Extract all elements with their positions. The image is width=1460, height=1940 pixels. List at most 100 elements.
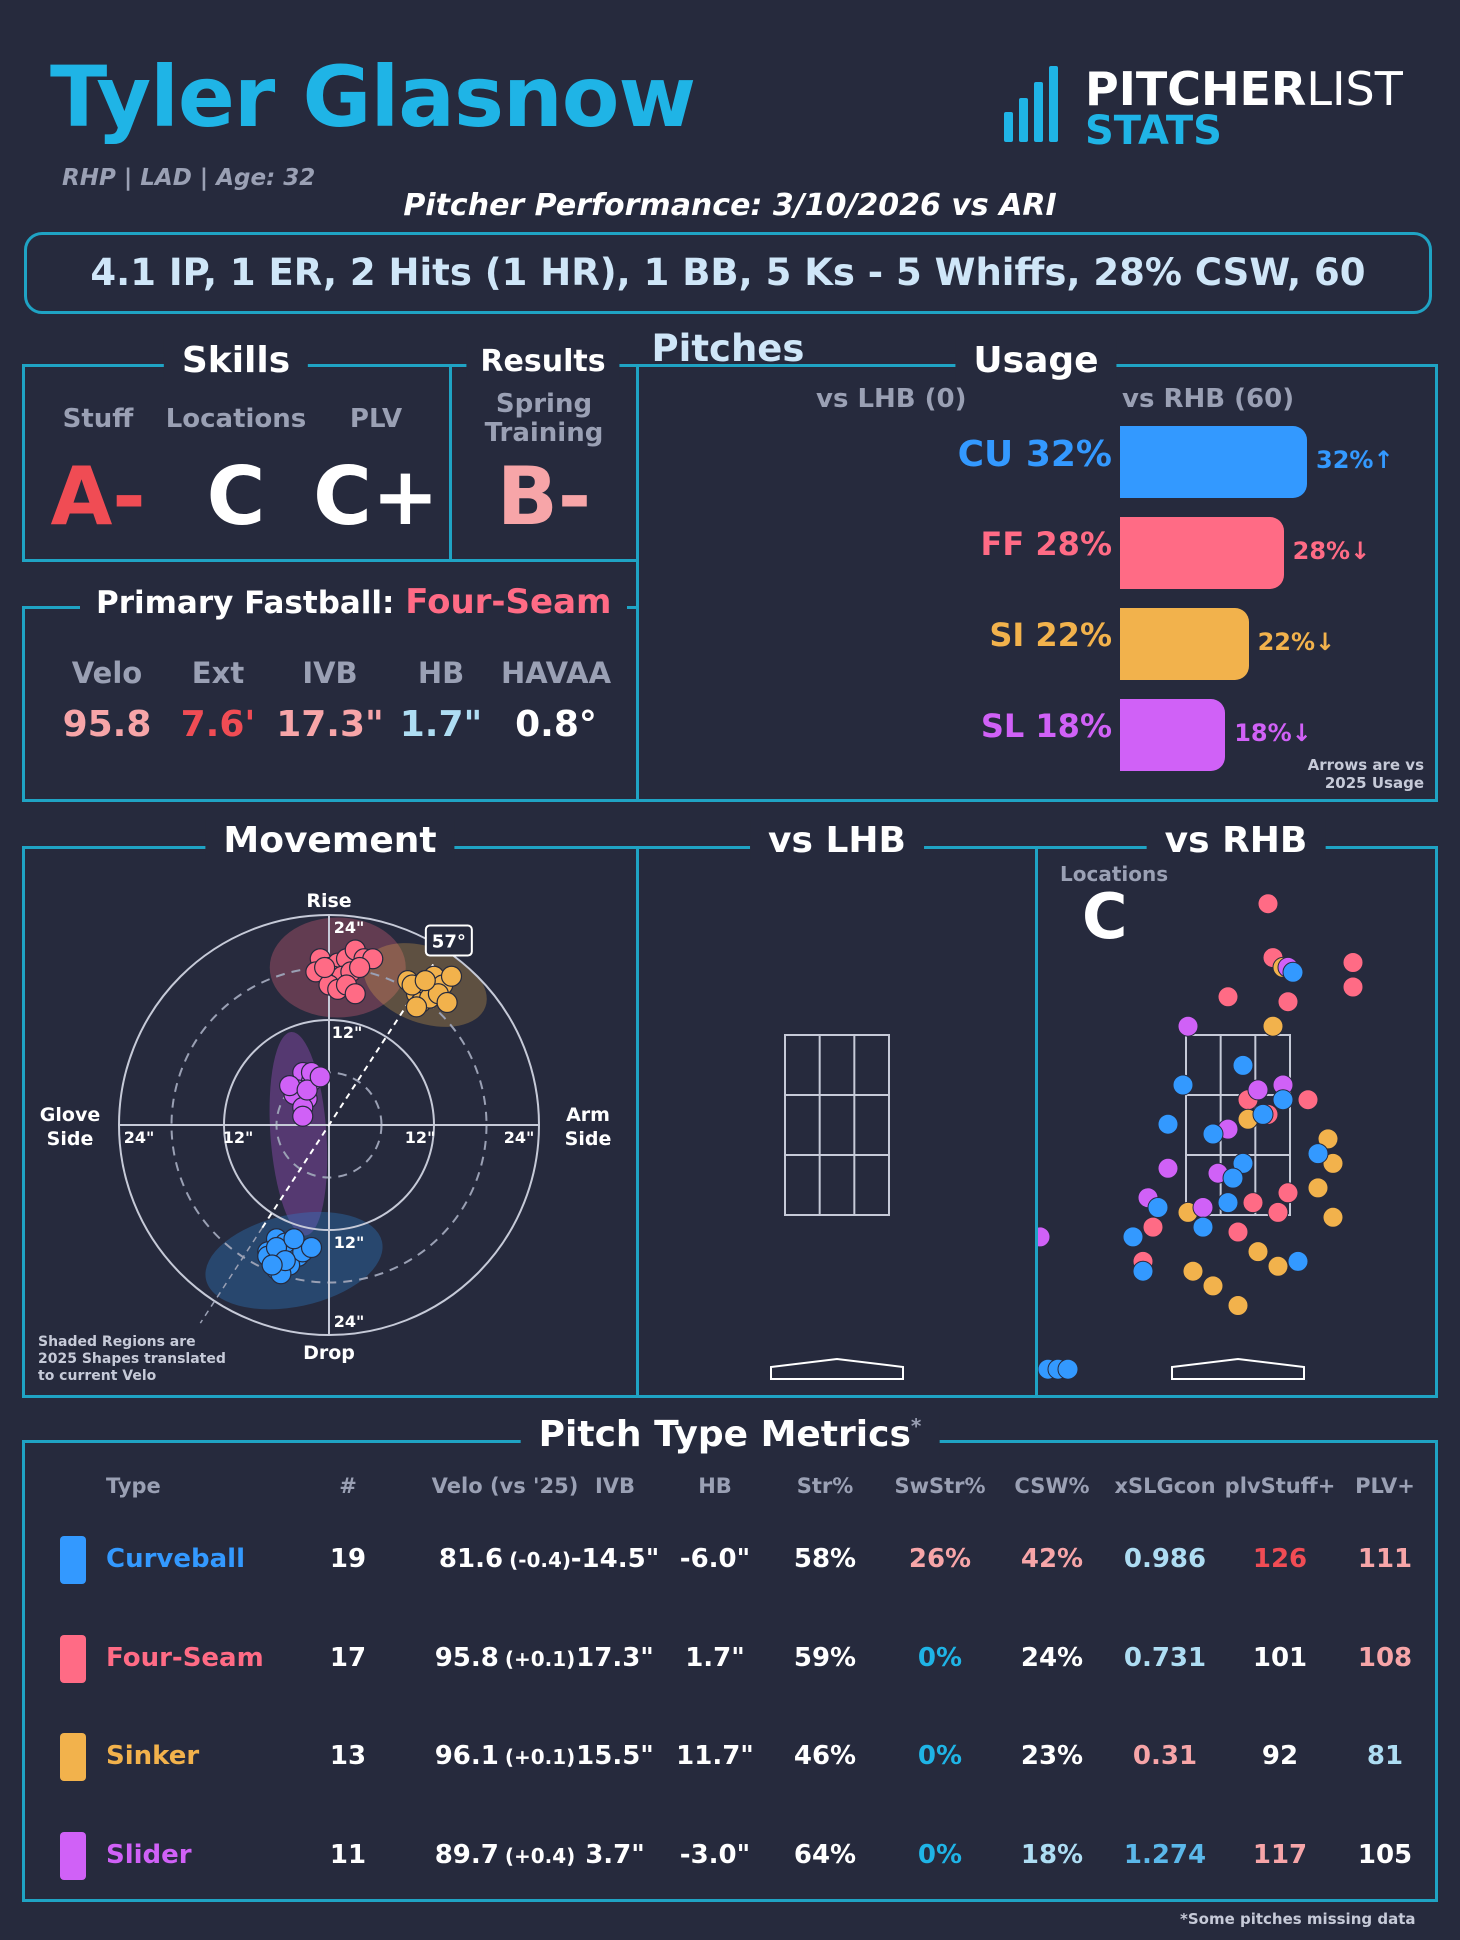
tick-label-left-24: 24" — [124, 1128, 155, 1147]
location-point-cu — [1252, 1103, 1274, 1125]
arm-side-label-2: Side — [565, 1128, 612, 1150]
pitch-color-swatch — [60, 1634, 86, 1683]
fb-value-velo: 95.8 — [62, 704, 152, 745]
metrics-cell-str: 64% — [793, 1839, 857, 1870]
location-point-si — [1322, 1206, 1344, 1228]
velo-diff: (+0.1) — [504, 1745, 576, 1769]
movement-point-cu — [283, 1228, 305, 1250]
skills-title: Skills — [163, 340, 309, 381]
movement-point-ff — [349, 956, 371, 979]
usage-bar — [1120, 426, 1307, 498]
metrics-header: # — [339, 1474, 357, 1498]
movement-point-sl — [309, 1066, 331, 1088]
metrics-cell-ivb: 3.7" — [585, 1839, 645, 1870]
arm-side-label: Arm — [566, 1104, 610, 1126]
usage-title: Usage — [955, 340, 1117, 381]
locations-grade: C — [206, 450, 266, 543]
metrics-header: Velo (vs '25) — [431, 1474, 579, 1498]
metrics-cell-velo: 81.6 (-0.4) — [405, 1544, 605, 1574]
metrics-cell-plv: 105 — [1357, 1839, 1413, 1870]
usage-bar — [1120, 517, 1284, 589]
location-point-ff — [1217, 986, 1239, 1008]
usage-note: Arrows are vs 2025 Usage — [1307, 756, 1424, 792]
location-point-si — [1202, 1275, 1224, 1297]
rhb-strike-zone — [1185, 1034, 1291, 1216]
pitch-type-name: Four-Seam — [106, 1642, 264, 1673]
metrics-header: CSW% — [1014, 1474, 1090, 1498]
metrics-cell-str: 58% — [793, 1544, 857, 1574]
fb-value-hb: 1.7" — [399, 704, 483, 745]
metrics-cell-plv: 81 — [1366, 1741, 1404, 1771]
locations-label: Locations — [165, 404, 307, 434]
metrics-cell-ivb: 15.5" — [576, 1741, 654, 1771]
metrics-cell-csw: 23% — [1020, 1741, 1084, 1771]
location-point-cu — [1157, 1113, 1179, 1135]
glove-side-label-2: Side — [47, 1128, 94, 1150]
location-point-si — [1322, 1152, 1344, 1174]
pitch-color-swatch — [60, 1733, 86, 1781]
movement-point-si — [440, 965, 463, 987]
location-point-cu — [1222, 1167, 1244, 1189]
metrics-cell-hb: -6.0" — [679, 1544, 751, 1574]
location-point-ff — [1342, 976, 1364, 998]
velo-value: 96.1 — [434, 1741, 499, 1771]
stat-line: 4.1 IP, 1 ER, 2 Hits (1 HR), 1 BB, 5 Ks … — [24, 232, 1432, 370]
glove-side-label: Glove — [40, 1104, 100, 1126]
fastball-title-label: Primary Fastball: — [96, 585, 395, 621]
metrics-header: IVB — [594, 1474, 636, 1498]
location-point-sl — [1038, 1226, 1051, 1248]
metrics-header: Type — [106, 1474, 161, 1498]
tick-label-bottom-24: 24" — [334, 1312, 365, 1331]
arm-angle-box — [424, 924, 473, 957]
fb-label-velo: Velo — [71, 656, 143, 690]
pitch-type-name: Slider — [106, 1839, 192, 1870]
metrics-cell-ivb: -14.5" — [570, 1544, 660, 1574]
movement-point-cu — [300, 1236, 323, 1259]
location-point-cu — [1202, 1123, 1224, 1145]
location-point-si — [1317, 1128, 1339, 1150]
metrics-header: plvStuff+ — [1224, 1474, 1336, 1498]
metrics-cell-hb: 1.7" — [685, 1642, 745, 1673]
location-point-sl — [1157, 1157, 1179, 1179]
usage-label: SI 22% — [989, 616, 1112, 654]
location-point-cu — [1272, 1089, 1294, 1111]
pitch-color-swatch — [60, 1536, 86, 1584]
movement-point-si — [414, 970, 436, 992]
usage-col-lhb: vs LHB (0) — [816, 384, 967, 414]
usage-label: FF 28% — [980, 525, 1112, 563]
metrics-cell-velo: 95.8 (+0.1) — [405, 1643, 605, 1673]
metrics-title: Pitch Type Metrics* — [520, 1414, 940, 1455]
plv-label: PLV — [349, 404, 403, 434]
location-point-cu — [1192, 1216, 1214, 1238]
lhb-strike-zone — [784, 1034, 890, 1216]
location-point-si — [1307, 1177, 1329, 1199]
location-point-sl — [1192, 1197, 1214, 1218]
location-point-si — [1262, 1015, 1284, 1037]
metrics-cell-xslg: 0.986 — [1123, 1544, 1207, 1574]
results-label: Spring Training — [484, 389, 604, 448]
location-point-ff — [1142, 1216, 1164, 1238]
metrics-cell-stuff: 101 — [1252, 1642, 1308, 1673]
location-point-ff — [1227, 1221, 1249, 1243]
arm-angle-extension — [199, 1227, 263, 1324]
movement-note: Shaded Regions are 2025 Shapes translate… — [38, 1334, 226, 1384]
usage-label: CU 32% — [957, 434, 1112, 475]
location-point-si — [1247, 1241, 1269, 1263]
fb-value-havaa: 0.8° — [515, 704, 597, 745]
velo-diff: (-0.4) — [509, 1548, 572, 1572]
velo-diff: (+0.1) — [504, 1646, 576, 1671]
fastball-pitch-name: Four-Seam — [405, 582, 612, 622]
pitcherlist-logo: PITCHERLIST STATS — [1000, 62, 1420, 154]
metrics-title-text: Pitch Type Metrics — [538, 1414, 911, 1455]
movement-title: Movement — [205, 820, 455, 861]
metrics-cell-count: 19 — [329, 1544, 367, 1574]
vs-lhb-title: vs LHB — [750, 820, 924, 861]
pitch-color-swatch — [60, 1831, 86, 1880]
fb-value-ivb: 17.3" — [276, 704, 384, 745]
metrics-cell-swstr: 26% — [908, 1544, 972, 1574]
lhb-home-plate — [770, 1357, 904, 1380]
velo-value: 89.7 — [434, 1839, 499, 1870]
usage-change: 22%↓ — [1257, 628, 1336, 656]
location-point-ff — [1297, 1089, 1319, 1111]
location-point-sl — [1177, 1015, 1199, 1037]
